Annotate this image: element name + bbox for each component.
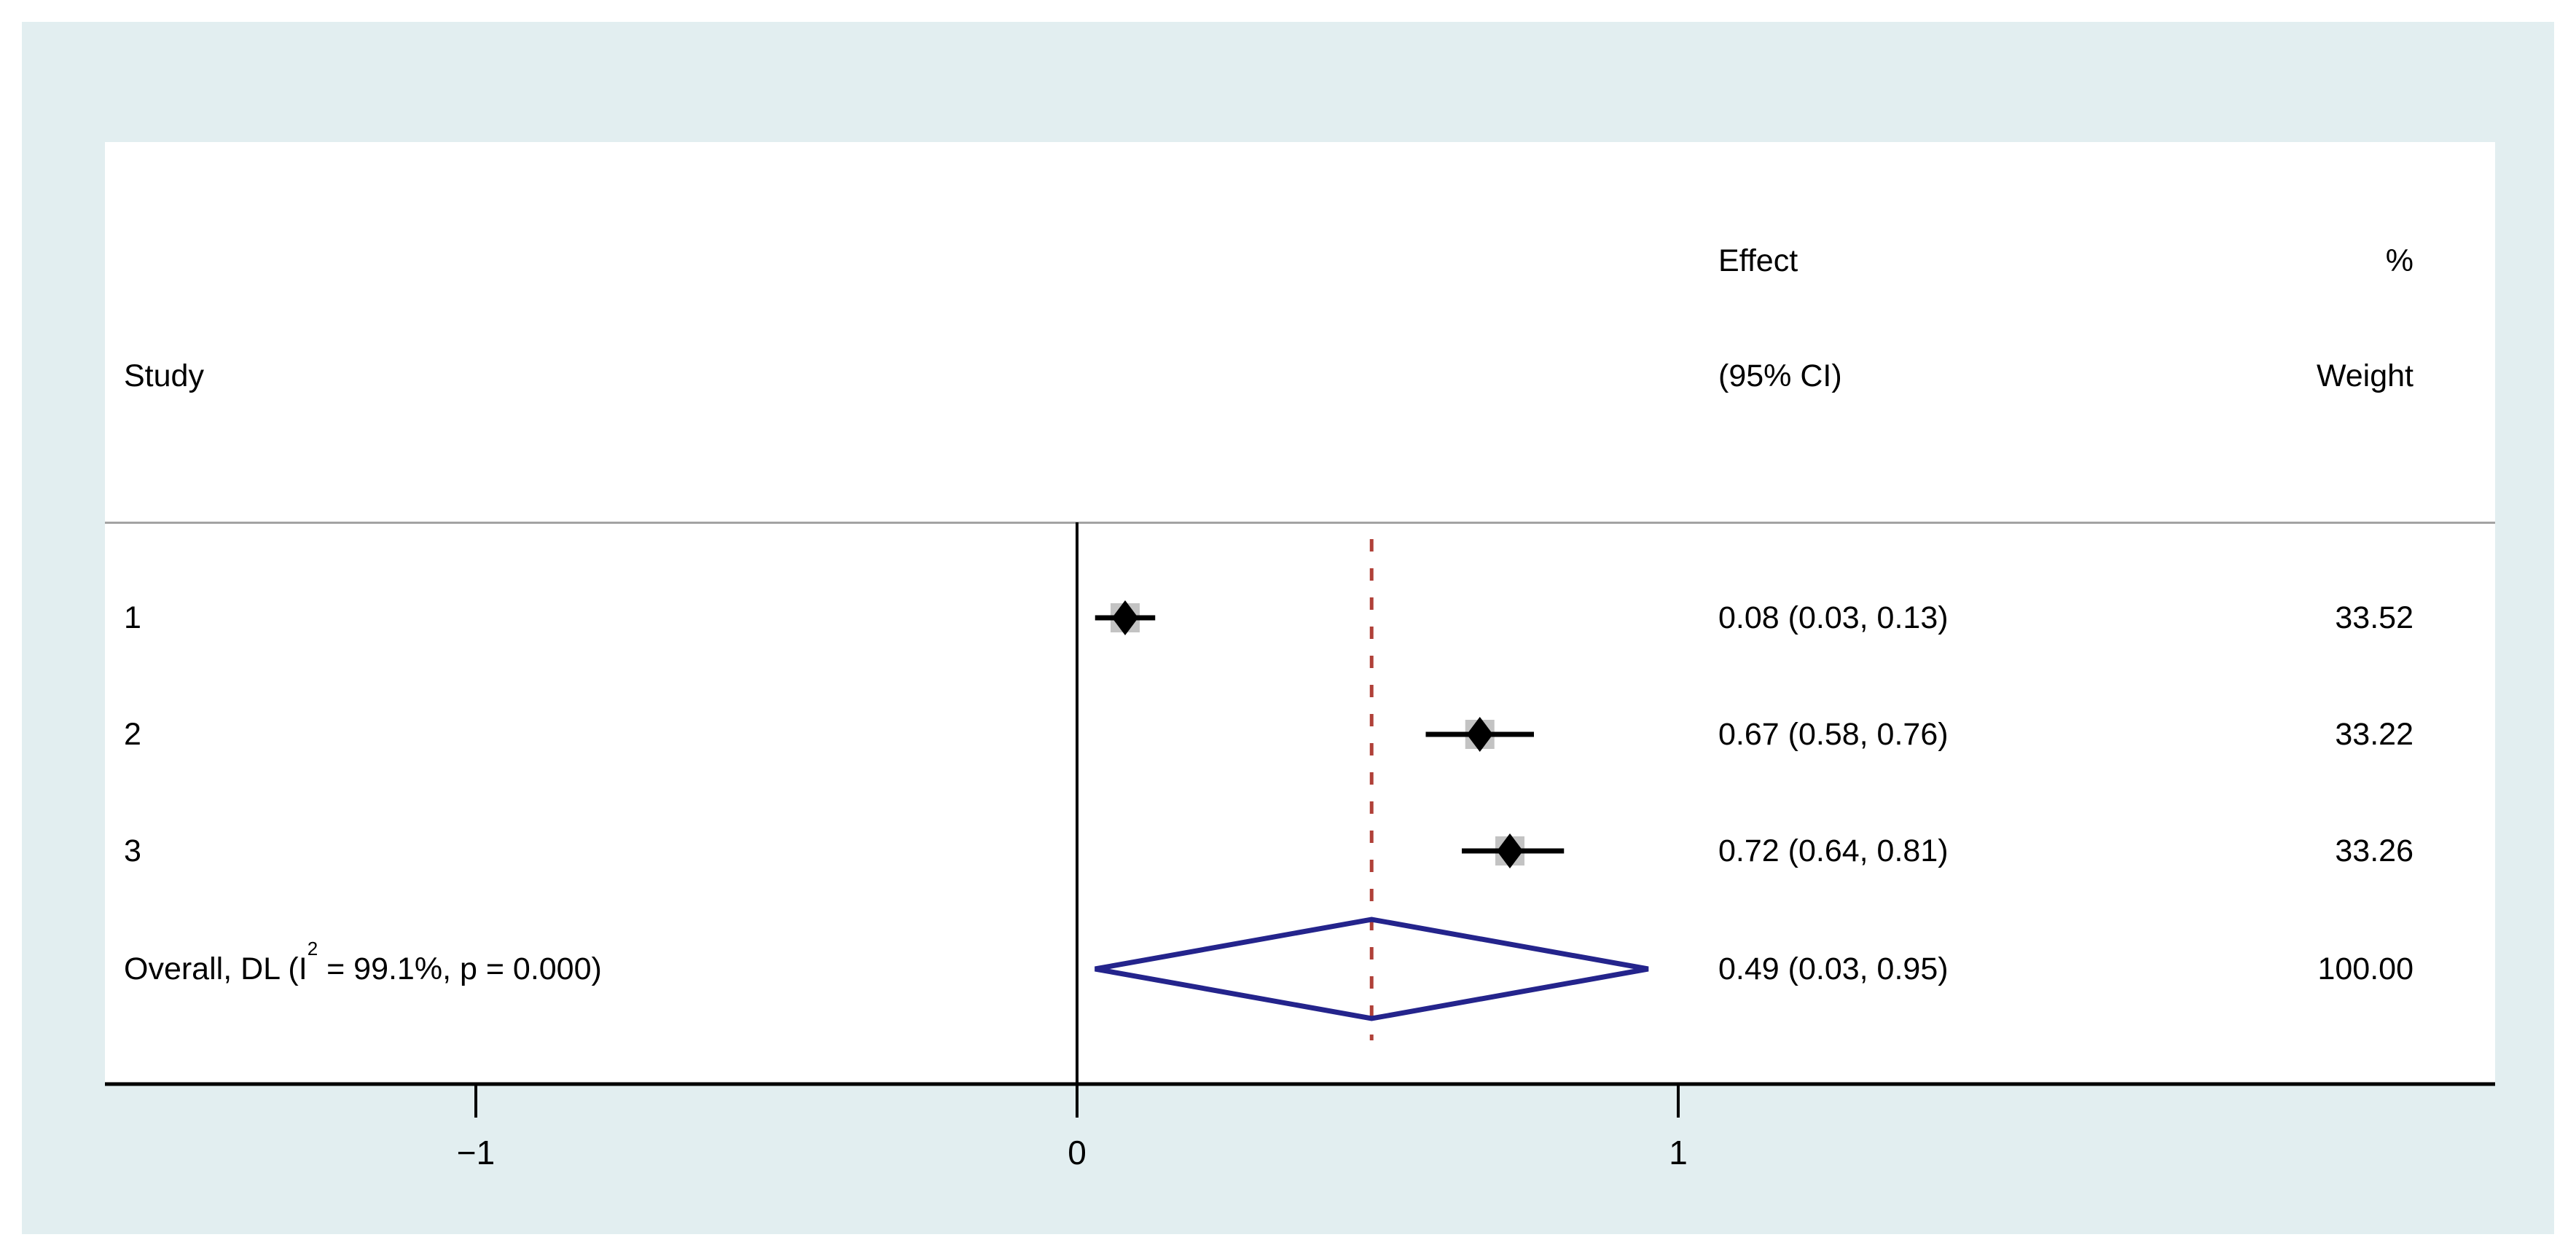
effect-ci-value: 0.72 (0.64, 0.81) (1718, 833, 1949, 868)
weight-value: 33.52 (2335, 600, 2413, 635)
point-estimate-marker (1112, 600, 1138, 635)
overall-weight-value: 100.00 (2317, 951, 2413, 986)
overall-effect-ci-value: 0.49 (0.03, 0.95) (1718, 951, 1949, 986)
study-column-header: Study (124, 358, 204, 393)
effect-ci-value: 0.08 (0.03, 0.13) (1718, 600, 1949, 635)
study-label: 3 (124, 833, 141, 868)
point-estimate-marker (1497, 833, 1523, 868)
i-squared-superscript: 2 (307, 937, 318, 959)
overall-diamond (1095, 917, 1649, 1021)
overall-label: Overall, DL (I2 = 99.1%, p = 0.000) (124, 939, 602, 990)
effect-column-header-line2: (95% CI) (1718, 358, 1842, 393)
point-estimate-marker (1466, 717, 1493, 752)
effect-ci-value: 0.67 (0.58, 0.76) (1718, 717, 1949, 752)
study-label: 1 (124, 600, 141, 635)
weight-column-header-line1: % (2385, 243, 2413, 278)
overall-label-suffix: = 99.1%, p = 0.000) (318, 951, 602, 986)
x-axis-tick-label: 1 (1669, 1134, 1688, 1171)
weight-value: 33.22 (2335, 717, 2413, 752)
study-label: 2 (124, 717, 141, 752)
plot-panel (105, 142, 2495, 1084)
weight-column-header-line2: Weight (2316, 358, 2413, 393)
header-separator-line (105, 522, 2495, 524)
x-axis-tick-label: 0 (1068, 1134, 1087, 1171)
x-axis-tick-label: −1 (456, 1134, 496, 1171)
effect-column-header-line1: Effect (1718, 243, 1798, 278)
weight-value: 33.26 (2335, 833, 2413, 868)
overall-label-prefix: Overall, DL (I (124, 951, 308, 986)
